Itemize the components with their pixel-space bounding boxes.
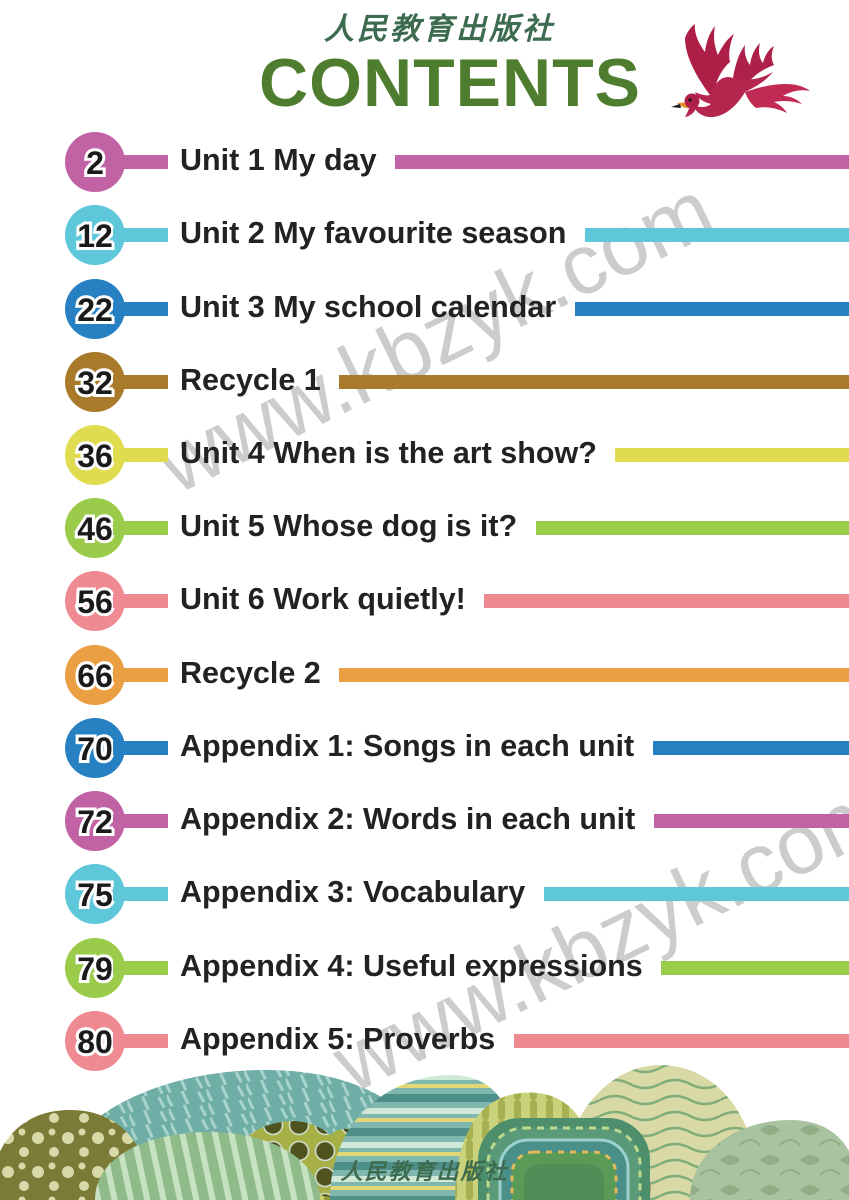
svg-text:70: 70 <box>77 731 113 767</box>
svg-text:12: 12 <box>77 218 113 254</box>
svg-text:32: 32 <box>77 365 113 401</box>
svg-text:75: 75 <box>77 877 113 913</box>
svg-text:80: 80 <box>77 1024 113 1060</box>
svg-text:72: 72 <box>77 804 113 840</box>
svg-text:56: 56 <box>77 584 113 620</box>
svg-text:66: 66 <box>77 658 113 694</box>
svg-text:46: 46 <box>77 511 113 547</box>
svg-text:36: 36 <box>77 438 113 474</box>
svg-text:2: 2 <box>86 145 104 181</box>
svg-text:79: 79 <box>77 951 113 987</box>
svg-text:22: 22 <box>77 292 113 328</box>
